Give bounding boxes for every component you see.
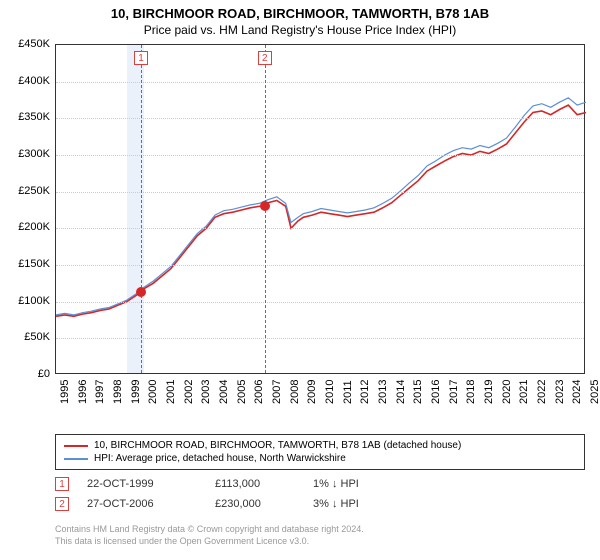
y-tick-label: £300K bbox=[0, 148, 50, 160]
plot-area: 12 bbox=[55, 44, 585, 374]
x-tick-label: 2017 bbox=[448, 380, 460, 404]
x-tick-label: 2012 bbox=[359, 380, 371, 404]
gridline bbox=[56, 338, 584, 339]
x-tick-label: 2007 bbox=[271, 380, 283, 404]
sale-row: 1 22-OCT-1999 £113,000 1% ↓ HPI bbox=[55, 474, 585, 494]
sale-price: £113,000 bbox=[215, 478, 295, 490]
x-tick-label: 2006 bbox=[253, 380, 265, 404]
x-tick-label: 1996 bbox=[77, 380, 89, 404]
chart-area: 12 £0£50K£100K£150K£200K£250K£300K£350K£… bbox=[55, 44, 585, 404]
legend-item: 10, BIRCHMOOR ROAD, BIRCHMOOR, TAMWORTH,… bbox=[64, 439, 576, 452]
gridline bbox=[56, 118, 584, 119]
x-tick-label: 2004 bbox=[218, 380, 230, 404]
gridline bbox=[56, 155, 584, 156]
x-tick-label: 1997 bbox=[94, 380, 106, 404]
x-tick-label: 2008 bbox=[289, 380, 301, 404]
footer-attribution: Contains HM Land Registry data © Crown c… bbox=[55, 524, 364, 547]
gridline bbox=[56, 82, 584, 83]
event-line bbox=[141, 45, 142, 373]
sale-row: 2 27-OCT-2006 £230,000 3% ↓ HPI bbox=[55, 494, 585, 514]
x-tick-label: 1999 bbox=[130, 380, 142, 404]
x-tick-label: 2005 bbox=[236, 380, 248, 404]
footer-line: This data is licensed under the Open Gov… bbox=[55, 536, 364, 548]
y-tick-label: £150K bbox=[0, 258, 50, 270]
chart-subtitle: Price paid vs. HM Land Registry's House … bbox=[0, 21, 600, 37]
sale-flag: 2 bbox=[55, 497, 69, 511]
x-tick-label: 2001 bbox=[165, 380, 177, 404]
x-tick-label: 2021 bbox=[518, 380, 530, 404]
x-tick-label: 2009 bbox=[306, 380, 318, 404]
x-tick-label: 2024 bbox=[571, 380, 583, 404]
legend-label: HPI: Average price, detached house, Nort… bbox=[94, 453, 346, 464]
y-tick-label: £0 bbox=[0, 368, 50, 380]
footer-line: Contains HM Land Registry data © Crown c… bbox=[55, 524, 364, 536]
series-line bbox=[56, 98, 586, 315]
gridline bbox=[56, 265, 584, 266]
event-marker bbox=[136, 287, 146, 297]
y-tick-label: £200K bbox=[0, 221, 50, 233]
x-tick-label: 2013 bbox=[377, 380, 389, 404]
x-tick-label: 1995 bbox=[59, 380, 71, 404]
x-tick-label: 2019 bbox=[483, 380, 495, 404]
x-tick-label: 2025 bbox=[589, 380, 600, 404]
event-flag: 2 bbox=[258, 51, 272, 65]
chart-lines bbox=[56, 45, 586, 375]
sale-flag: 1 bbox=[55, 477, 69, 491]
x-tick-label: 2002 bbox=[183, 380, 195, 404]
gridline bbox=[56, 192, 584, 193]
x-tick-label: 2020 bbox=[501, 380, 513, 404]
y-tick-label: £50K bbox=[0, 331, 50, 343]
x-tick-label: 2016 bbox=[430, 380, 442, 404]
x-tick-label: 2011 bbox=[342, 380, 354, 404]
y-tick-label: £400K bbox=[0, 75, 50, 87]
legend-swatch bbox=[64, 445, 88, 447]
x-tick-label: 2010 bbox=[324, 380, 336, 404]
x-tick-label: 2022 bbox=[536, 380, 548, 404]
y-tick-label: £100K bbox=[0, 295, 50, 307]
series-line bbox=[56, 105, 586, 316]
x-tick-label: 2000 bbox=[147, 380, 159, 404]
sale-date: 22-OCT-1999 bbox=[87, 478, 197, 490]
sale-date: 27-OCT-2006 bbox=[87, 498, 197, 510]
x-tick-label: 2018 bbox=[465, 380, 477, 404]
y-tick-label: £450K bbox=[0, 38, 50, 50]
sales-table: 1 22-OCT-1999 £113,000 1% ↓ HPI 2 27-OCT-2006… bbox=[55, 474, 585, 514]
chart-title: 10, BIRCHMOOR ROAD, BIRCHMOOR, TAMWORTH,… bbox=[0, 0, 600, 21]
sale-price: £230,000 bbox=[215, 498, 295, 510]
event-flag: 1 bbox=[134, 51, 148, 65]
x-tick-label: 2014 bbox=[395, 380, 407, 404]
legend-swatch bbox=[64, 458, 88, 460]
x-tick-label: 2003 bbox=[200, 380, 212, 404]
sale-delta: 3% ↓ HPI bbox=[313, 498, 413, 510]
legend-item: HPI: Average price, detached house, Nort… bbox=[64, 452, 576, 465]
x-tick-label: 1998 bbox=[112, 380, 124, 404]
x-tick-label: 2023 bbox=[554, 380, 566, 404]
legend-box: 10, BIRCHMOOR ROAD, BIRCHMOOR, TAMWORTH,… bbox=[55, 434, 585, 470]
gridline bbox=[56, 228, 584, 229]
y-tick-label: £350K bbox=[0, 111, 50, 123]
event-marker bbox=[260, 201, 270, 211]
y-tick-label: £250K bbox=[0, 185, 50, 197]
gridline bbox=[56, 302, 584, 303]
sale-delta: 1% ↓ HPI bbox=[313, 478, 413, 490]
x-tick-label: 2015 bbox=[412, 380, 424, 404]
legend-label: 10, BIRCHMOOR ROAD, BIRCHMOOR, TAMWORTH,… bbox=[94, 440, 461, 451]
